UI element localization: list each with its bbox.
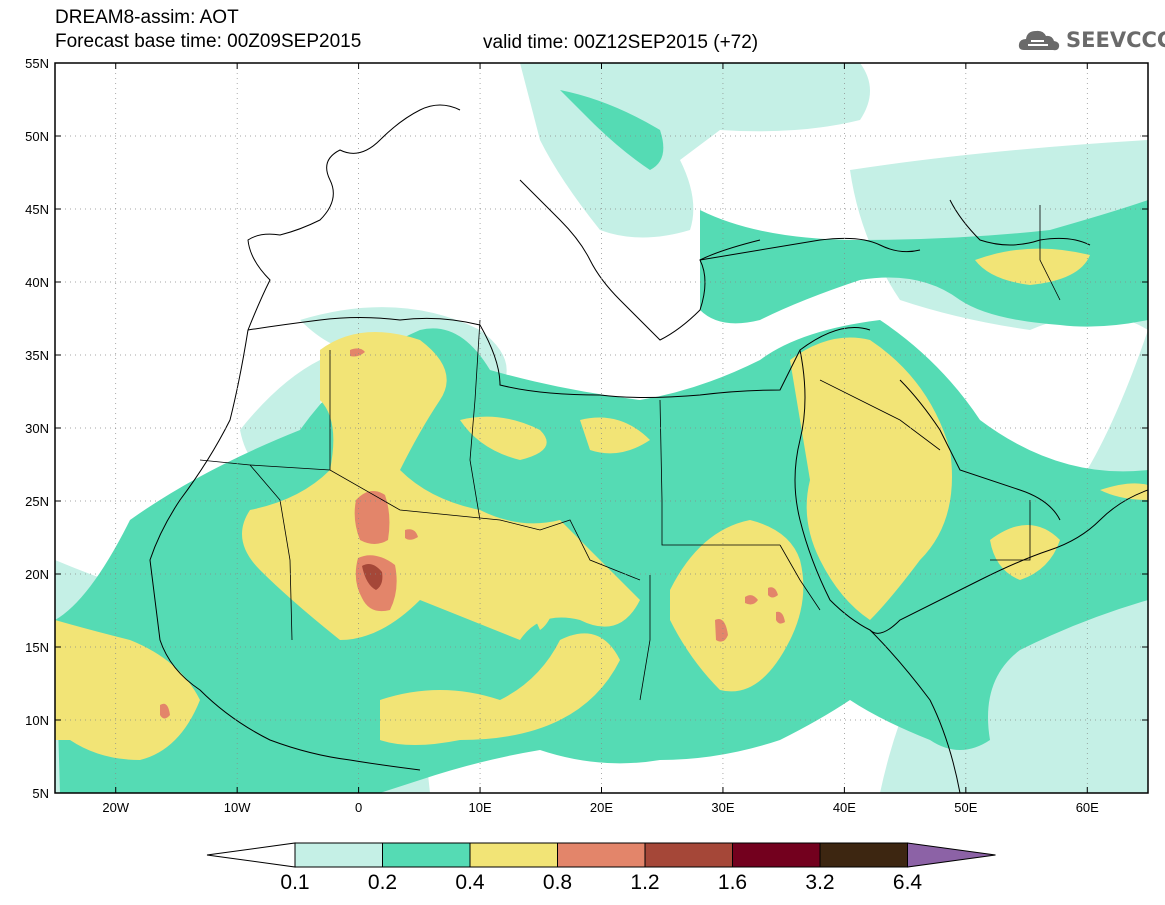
lat-label: 25N bbox=[25, 494, 49, 509]
aot-band-0.4 bbox=[55, 248, 1148, 760]
colorbar-box bbox=[294, 842, 383, 868]
cloud-icon bbox=[1018, 30, 1060, 51]
coastlines bbox=[149, 104, 1148, 793]
grid-lines bbox=[55, 63, 1148, 793]
lon-label: 20E bbox=[590, 800, 613, 815]
lat-label: 30N bbox=[25, 421, 49, 436]
lon-label: 10E bbox=[468, 800, 491, 815]
aot-band-1.2 bbox=[362, 564, 383, 590]
colorbar: 0.1 0.2 0.4 0.8 1.2 1.6 3.2 6.4 bbox=[206, 842, 996, 894]
colorbar-label: 1.6 bbox=[718, 871, 747, 894]
lon-label: 50E bbox=[954, 800, 977, 815]
lat-label: 40N bbox=[25, 275, 49, 290]
forecast-base-time: Forecast base time: 00Z09SEP2015 bbox=[55, 31, 362, 52]
colorbar-label: 0.2 bbox=[368, 871, 397, 894]
lat-axis: 55N 50N 45N 40N 35N 30N 25N 20N 15N 10N 5N bbox=[25, 56, 1148, 801]
lon-label: 0 bbox=[355, 800, 362, 815]
lat-label: 50N bbox=[25, 129, 49, 144]
lat-label: 55N bbox=[25, 56, 49, 71]
lat-label: 10N bbox=[25, 713, 49, 728]
colorbar-box bbox=[644, 842, 733, 868]
lat-label: 45N bbox=[25, 202, 49, 217]
lat-label: 35N bbox=[25, 348, 49, 363]
lon-label: 10W bbox=[224, 800, 251, 815]
logo-text: SEEVCCC bbox=[1066, 28, 1165, 52]
colorbar-box bbox=[557, 842, 646, 868]
colorbar-label: 1.2 bbox=[630, 871, 659, 894]
colorbar-label: 0.4 bbox=[455, 871, 485, 894]
lat-label: 5N bbox=[32, 786, 49, 801]
lat-label: 20N bbox=[25, 567, 49, 582]
country-borders bbox=[199, 205, 1061, 701]
colorbar-upper-arrow bbox=[907, 842, 996, 868]
aot-field bbox=[55, 63, 1148, 793]
colorbar-box bbox=[732, 842, 821, 868]
colorbar-lower-arrow bbox=[206, 842, 296, 868]
colorbar-box bbox=[382, 842, 471, 868]
colorbar-label: 0.8 bbox=[543, 871, 572, 894]
map-title: DREAM8-assim: AOT bbox=[55, 7, 239, 28]
colorbar-box bbox=[469, 842, 558, 868]
lon-axis: 20W 10W 0 10E 20E 30E 40E 50E 60E bbox=[102, 63, 1099, 815]
colorbar-label: 3.2 bbox=[805, 871, 834, 894]
lat-label: 15N bbox=[25, 640, 49, 655]
lon-label: 40E bbox=[833, 800, 856, 815]
colorbar-box bbox=[819, 842, 908, 868]
lon-label: 20W bbox=[102, 800, 129, 815]
valid-time: valid time: 00Z12SEP2015 (+72) bbox=[483, 32, 759, 53]
lon-label: 60E bbox=[1076, 800, 1099, 815]
colorbar-label: 6.4 bbox=[893, 871, 923, 894]
colorbar-label: 0.1 bbox=[280, 871, 309, 894]
lon-label: 30E bbox=[711, 800, 734, 815]
